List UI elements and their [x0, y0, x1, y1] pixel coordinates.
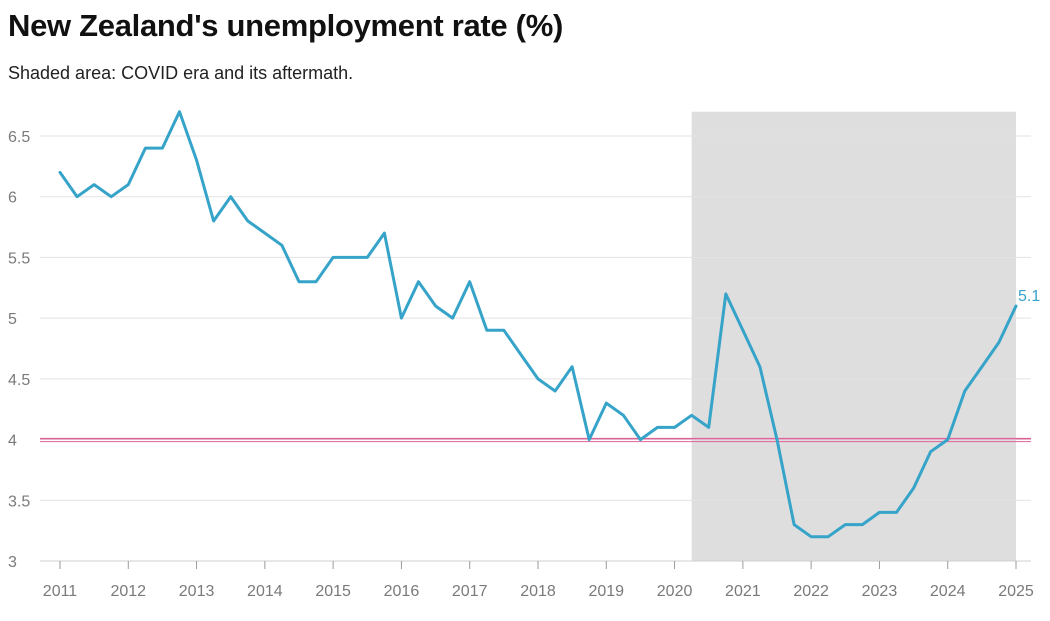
y-tick-label: 5 — [8, 311, 17, 328]
unemployment-rate-line — [58, 110, 1018, 539]
axis-layer: 3 3.5 4 4.5 5 5.5 6 6.5 2011 2012 2013 2014 2015 2016… — [8, 129, 1034, 600]
x-tick-label: 2022 — [793, 583, 829, 600]
x-tick-label: 2017 — [452, 583, 488, 600]
y-tick-label: 3.5 — [8, 493, 30, 510]
y-tick-label: 6.5 — [8, 129, 30, 146]
x-tick-label: 2015 — [315, 583, 351, 600]
x-tick-label: 2021 — [725, 583, 761, 600]
chart-title: New Zealand's unemployment rate (%) — [8, 8, 563, 43]
x-tick-label: 2025 — [998, 583, 1034, 600]
series-layer — [58, 110, 1018, 539]
x-tick-label: 2024 — [930, 583, 966, 600]
x-tick-label: 2013 — [179, 583, 215, 600]
reference-line-layer — [40, 437, 1031, 443]
gridline-layer — [40, 135, 1031, 501]
x-tick-label: 2014 — [247, 583, 283, 600]
y-tick-label: 4 — [8, 433, 17, 450]
y-tick-label: 4.5 — [8, 372, 30, 389]
chart-subtitle: Shaded area: COVID era and its aftermath… — [8, 63, 354, 83]
x-tick-label: 2012 — [110, 583, 146, 600]
x-tick-label: 2018 — [520, 583, 556, 600]
x-tick-label: 2020 — [657, 583, 693, 600]
y-tick-label: 3 — [8, 554, 17, 571]
y-tick-label: 6 — [8, 190, 17, 207]
end-value-label: 5.1 — [1018, 288, 1040, 305]
x-tick-label: 2019 — [588, 583, 624, 600]
label-layer: 5.1 — [1018, 288, 1040, 305]
x-tick-label: 2011 — [43, 583, 78, 600]
x-tick-label: 2023 — [862, 583, 898, 600]
covid-shaded-region — [691, 111, 1016, 561]
y-tick-label: 5.5 — [8, 250, 30, 267]
shaded-region-layer — [691, 111, 1016, 561]
x-tick-label: 2016 — [384, 583, 420, 600]
